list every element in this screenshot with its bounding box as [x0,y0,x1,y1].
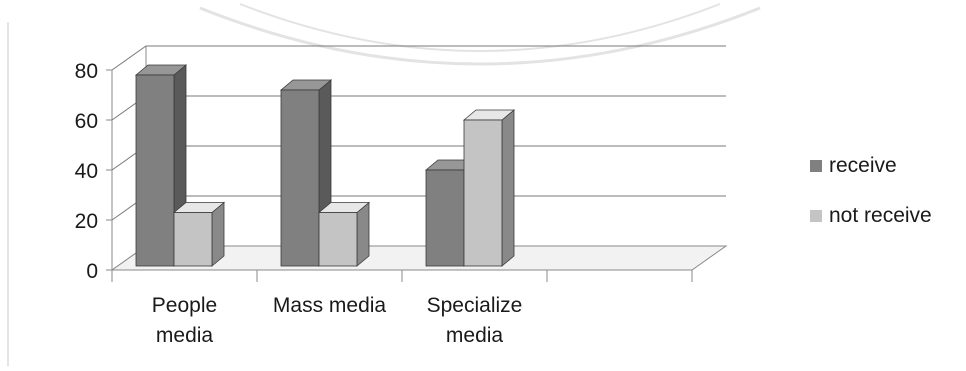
y-axis: 0 20 40 60 80 [75,60,112,283]
x-axis: People media Mass media Specialize media [111,270,693,347]
bar-side [501,109,515,267]
y-tick-label: 0 [86,260,98,283]
y-tick-label: 40 [75,160,98,183]
bar-front [280,89,320,267]
x-tick-label: People [152,294,217,317]
legend-label: receive [829,154,897,177]
bar-front [173,212,213,267]
legend-label: not receive [829,204,932,227]
legend-swatch [810,160,822,172]
bar-not-receive [462,109,516,267]
chart-walls [110,46,728,271]
watermark-seal [199,3,761,66]
x-tick-label: media [156,324,214,347]
chart-floor [110,245,728,271]
x-tick-label: media [446,324,504,347]
x-tick-label: Specialize [427,294,523,317]
bar-side [356,201,370,267]
bar-not-receive [317,201,371,267]
bar-front [463,119,503,267]
bar-front [318,212,358,267]
bar-not-receive [172,201,226,267]
gridline [111,95,726,121]
gridline [111,45,726,71]
gridlines [111,45,726,221]
watermark-arc-inner [239,3,721,52]
x-tick-label: Mass media [273,294,387,317]
y-tick-label: 80 [75,60,98,83]
y-tick-label: 20 [75,210,98,233]
bar-side [211,201,225,267]
bars [134,64,516,267]
gridline [111,145,726,171]
legend: receive not receive [810,154,932,227]
bar-front [425,169,465,267]
watermark-arc [199,6,761,66]
bar-front [135,74,175,267]
y-tick-label: 60 [75,110,98,133]
legend-swatch [810,210,822,222]
